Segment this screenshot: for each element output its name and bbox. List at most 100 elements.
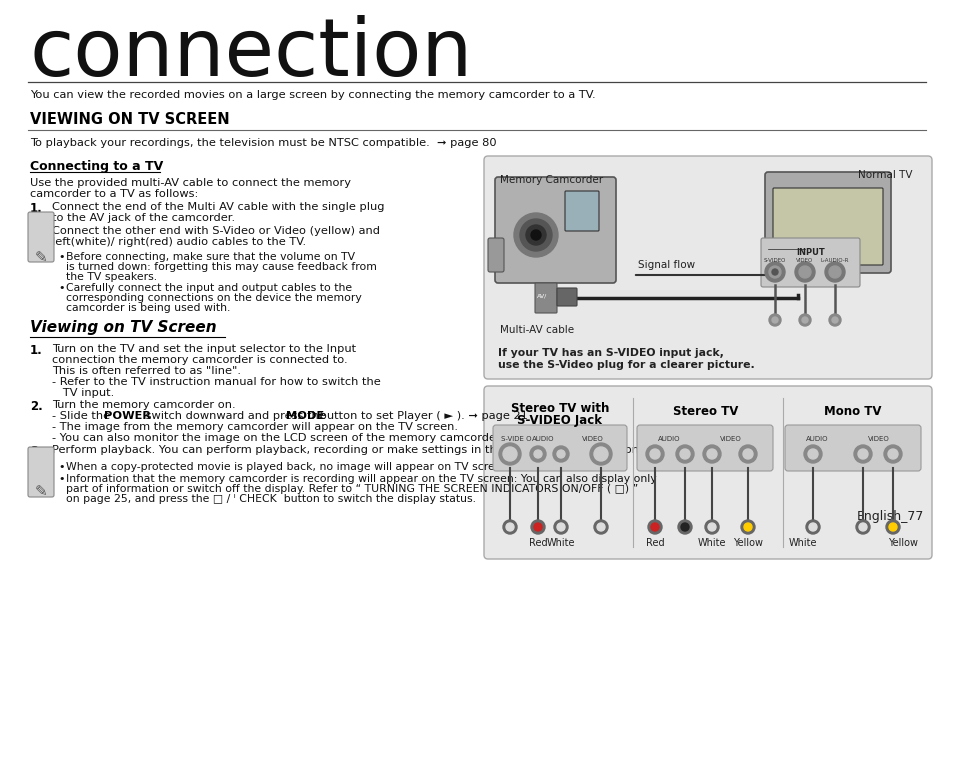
FancyBboxPatch shape	[637, 425, 772, 471]
Circle shape	[885, 520, 899, 534]
Circle shape	[883, 445, 901, 463]
Text: Yellow: Yellow	[887, 538, 917, 548]
Text: Signal flow: Signal flow	[638, 260, 695, 270]
Circle shape	[553, 446, 568, 462]
Text: Memory Camcorder: Memory Camcorder	[499, 175, 602, 185]
Text: This is often referred to as "line".: This is often referred to as "line".	[52, 366, 241, 376]
Circle shape	[742, 449, 752, 459]
Text: Viewing on TV Screen: Viewing on TV Screen	[30, 320, 216, 335]
Circle shape	[824, 262, 844, 282]
Circle shape	[589, 443, 612, 465]
Text: 1.: 1.	[30, 202, 43, 215]
Text: L-AUDIO-R: L-AUDIO-R	[820, 258, 848, 263]
Text: You can view the recorded movies on a large screen by connecting the memory camc: You can view the recorded movies on a la…	[30, 90, 595, 100]
Text: Stereo TV: Stereo TV	[673, 405, 738, 418]
Text: Turn on the TV and set the input selector to the Input: Turn on the TV and set the input selecto…	[52, 344, 355, 354]
Circle shape	[799, 266, 810, 278]
Circle shape	[514, 213, 558, 257]
Circle shape	[498, 443, 520, 465]
Text: AUDIO: AUDIO	[532, 436, 554, 442]
Text: Red: Red	[645, 538, 663, 548]
Text: 1.: 1.	[30, 344, 43, 357]
Circle shape	[771, 317, 778, 323]
Circle shape	[801, 317, 807, 323]
FancyBboxPatch shape	[28, 447, 54, 497]
Text: 2.: 2.	[30, 400, 43, 413]
Text: Connecting to a TV: Connecting to a TV	[30, 160, 163, 173]
Circle shape	[857, 449, 867, 459]
Text: VIEWING ON TV SCREEN: VIEWING ON TV SCREEN	[30, 112, 230, 127]
Circle shape	[858, 523, 866, 531]
Text: VIDEO: VIDEO	[581, 436, 603, 442]
Circle shape	[743, 523, 751, 531]
Text: If your TV has an S-VIDEO input jack,: If your TV has an S-VIDEO input jack,	[497, 348, 723, 358]
Circle shape	[650, 523, 659, 531]
Circle shape	[794, 262, 814, 282]
Text: Use the provided multi-AV cable to connect the memory: Use the provided multi-AV cable to conne…	[30, 178, 351, 188]
Text: Red: Red	[528, 538, 547, 548]
Circle shape	[678, 520, 691, 534]
Text: VIDEO: VIDEO	[796, 258, 813, 263]
Circle shape	[680, 523, 688, 531]
Text: To playback your recordings, the television must be NTSC compatible.  ➞ page 80: To playback your recordings, the televis…	[30, 138, 497, 148]
Circle shape	[828, 266, 841, 278]
Circle shape	[531, 520, 544, 534]
Circle shape	[740, 520, 754, 534]
Circle shape	[807, 449, 817, 459]
Circle shape	[771, 269, 778, 275]
Text: White: White	[546, 538, 575, 548]
Text: Perform playback. You can perform playback, recording or make settings in the me: Perform playback. You can perform playba…	[52, 445, 731, 455]
Circle shape	[649, 449, 659, 459]
Circle shape	[853, 445, 871, 463]
Circle shape	[530, 446, 545, 462]
Text: MODE: MODE	[286, 411, 324, 421]
Text: English_77: English_77	[856, 510, 923, 523]
Circle shape	[855, 520, 869, 534]
FancyBboxPatch shape	[764, 172, 890, 273]
Circle shape	[887, 449, 897, 459]
Text: button to set Player ( ► ). ➞ page 21: button to set Player ( ► ). ➞ page 21	[315, 411, 527, 421]
Text: the TV speakers.: the TV speakers.	[66, 272, 157, 282]
Text: Carefully connect the input and output cables to the: Carefully connect the input and output c…	[66, 283, 352, 293]
Text: ✎: ✎	[34, 484, 48, 499]
Text: to the AV jack of the camcorder.: to the AV jack of the camcorder.	[52, 213, 234, 223]
Circle shape	[676, 445, 693, 463]
Text: Turn the memory camcorder on.: Turn the memory camcorder on.	[52, 400, 235, 410]
Circle shape	[808, 523, 816, 531]
Text: - The image from the memory camcorder will appear on the TV screen.: - The image from the memory camcorder wi…	[52, 422, 457, 432]
Circle shape	[534, 450, 541, 458]
Text: 3.: 3.	[30, 445, 43, 458]
Text: S-VIDE O: S-VIDE O	[500, 436, 531, 442]
Circle shape	[531, 230, 540, 240]
Text: - Slide the: - Slide the	[52, 411, 113, 421]
Circle shape	[831, 317, 837, 323]
Text: •: •	[58, 283, 65, 293]
Text: camcorder is being used with.: camcorder is being used with.	[66, 303, 230, 313]
Text: S-VIDEO Jack: S-VIDEO Jack	[517, 414, 602, 427]
Text: Stereo TV with: Stereo TV with	[510, 402, 609, 415]
Text: •: •	[58, 462, 65, 472]
Circle shape	[525, 225, 545, 245]
Text: left(white)/ right(red) audio cables to the TV.: left(white)/ right(red) audio cables to …	[52, 237, 306, 247]
Text: VIDEO: VIDEO	[720, 436, 741, 442]
Text: Before connecting, make sure that the volume on TV: Before connecting, make sure that the vo…	[66, 252, 355, 262]
Text: •: •	[58, 474, 65, 484]
Text: switch downward and press the: switch downward and press the	[142, 411, 329, 421]
Circle shape	[647, 520, 661, 534]
Circle shape	[803, 445, 821, 463]
FancyBboxPatch shape	[28, 212, 54, 262]
Text: Connect the other end with S-Video or Video (yellow) and: Connect the other end with S-Video or Vi…	[52, 226, 379, 236]
Circle shape	[888, 523, 896, 531]
Text: Information that the memory camcorder is recording will appear on the TV screen:: Information that the memory camcorder is…	[66, 474, 656, 484]
Circle shape	[557, 523, 564, 531]
Circle shape	[594, 447, 607, 461]
Circle shape	[594, 520, 607, 534]
FancyBboxPatch shape	[564, 191, 598, 231]
Circle shape	[828, 314, 841, 326]
Text: VIDEO: VIDEO	[867, 436, 889, 442]
Text: Mono TV: Mono TV	[823, 405, 881, 418]
Circle shape	[707, 523, 716, 531]
Circle shape	[702, 445, 720, 463]
Text: AUDIO: AUDIO	[805, 436, 827, 442]
Text: camcorder to a TV as follows:: camcorder to a TV as follows:	[30, 189, 198, 199]
